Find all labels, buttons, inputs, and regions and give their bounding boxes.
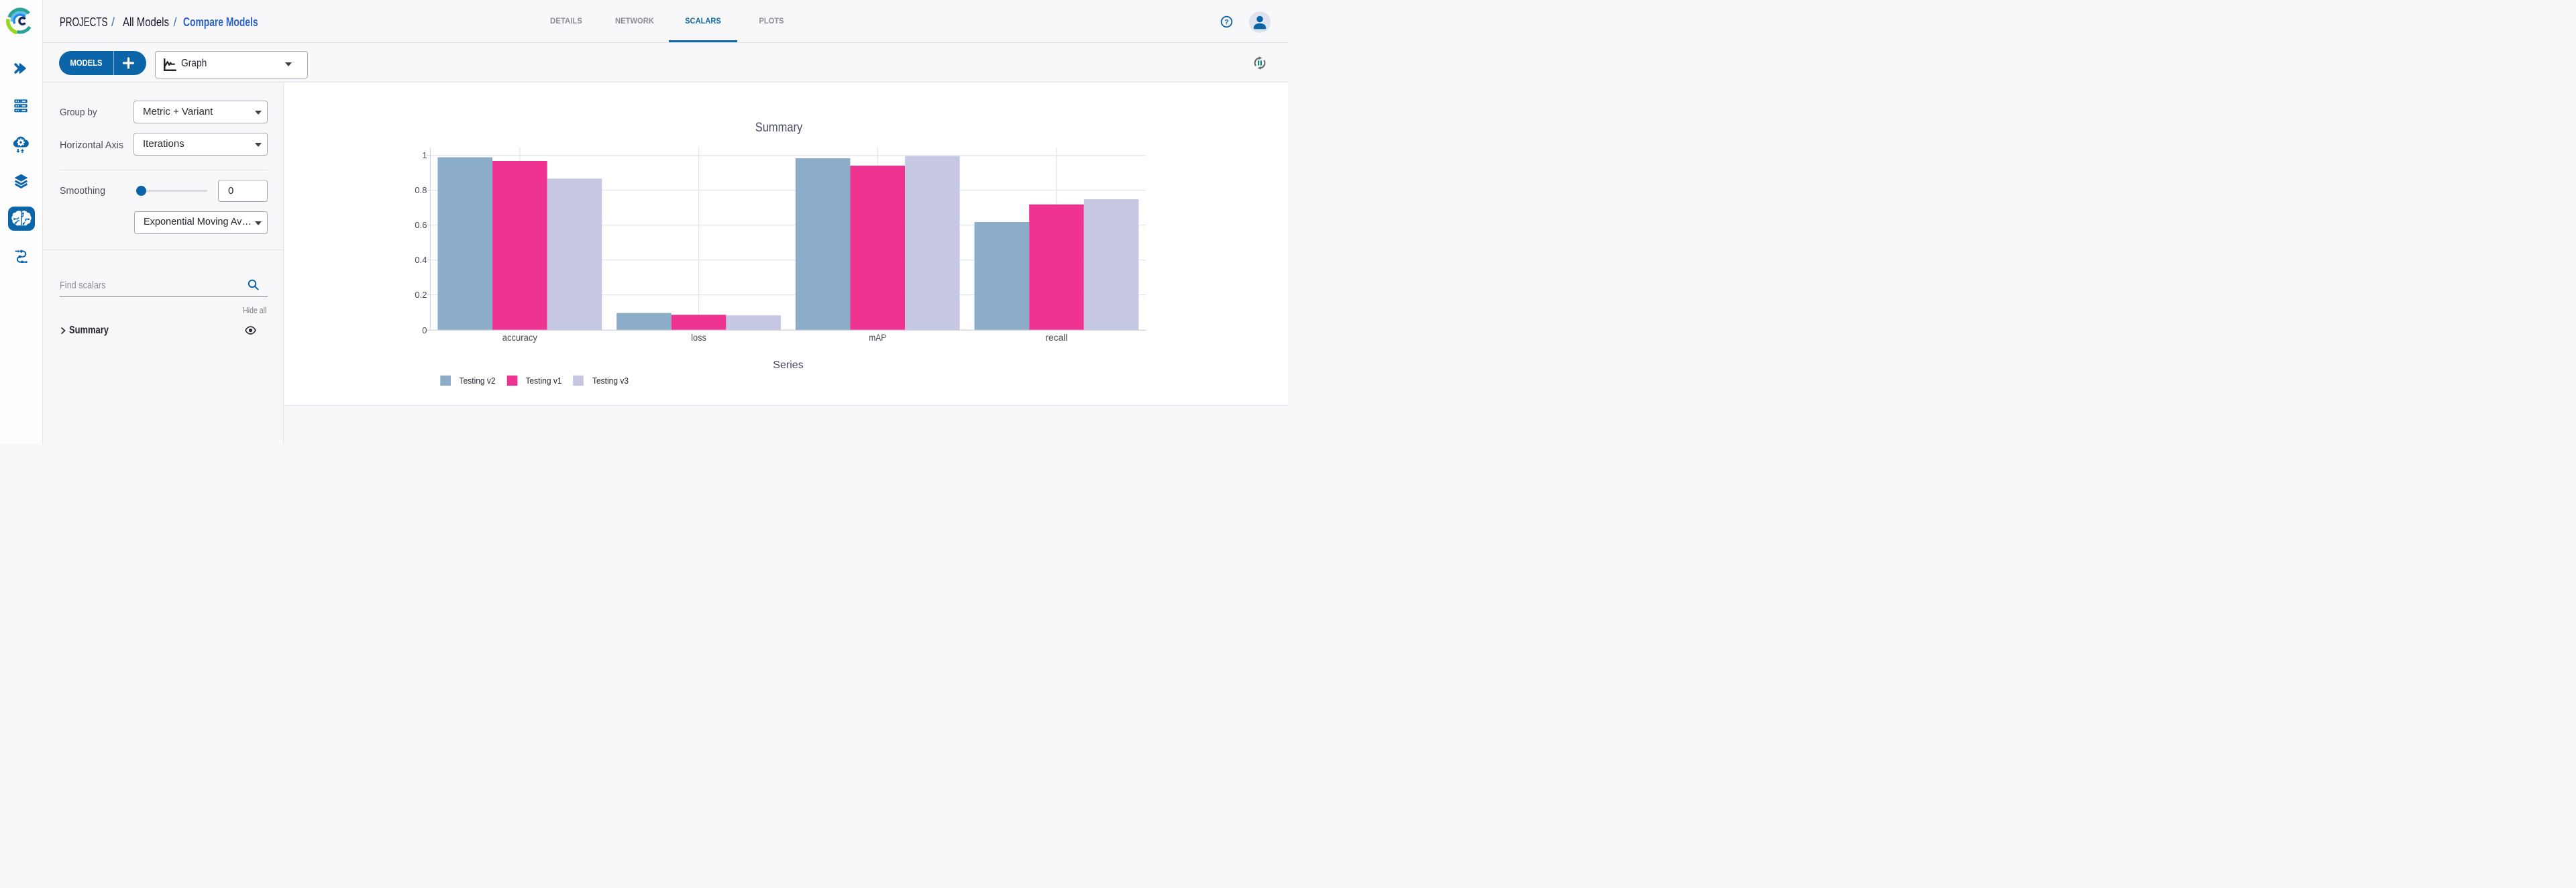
svg-text:1: 1 bbox=[422, 150, 427, 160]
svg-text:accuracy: accuracy bbox=[502, 333, 537, 343]
svg-text:0: 0 bbox=[422, 325, 427, 335]
svg-text:?: ? bbox=[1224, 18, 1229, 26]
svg-text:0.8: 0.8 bbox=[415, 185, 427, 195]
svg-text:Series: Series bbox=[773, 359, 804, 371]
svg-text:Testing v2: Testing v2 bbox=[460, 376, 496, 386]
svg-text:0.2: 0.2 bbox=[415, 290, 427, 300]
svg-text:mAP: mAP bbox=[869, 333, 886, 343]
svg-text:0.6: 0.6 bbox=[415, 220, 427, 230]
svg-text:Testing v1: Testing v1 bbox=[526, 376, 562, 386]
svg-text:recall: recall bbox=[1045, 333, 1067, 343]
svg-text:Summary: Summary bbox=[755, 121, 803, 135]
svg-text:loss: loss bbox=[691, 333, 706, 343]
svg-text:0.4: 0.4 bbox=[415, 255, 427, 265]
svg-text:Testing v3: Testing v3 bbox=[592, 376, 629, 386]
